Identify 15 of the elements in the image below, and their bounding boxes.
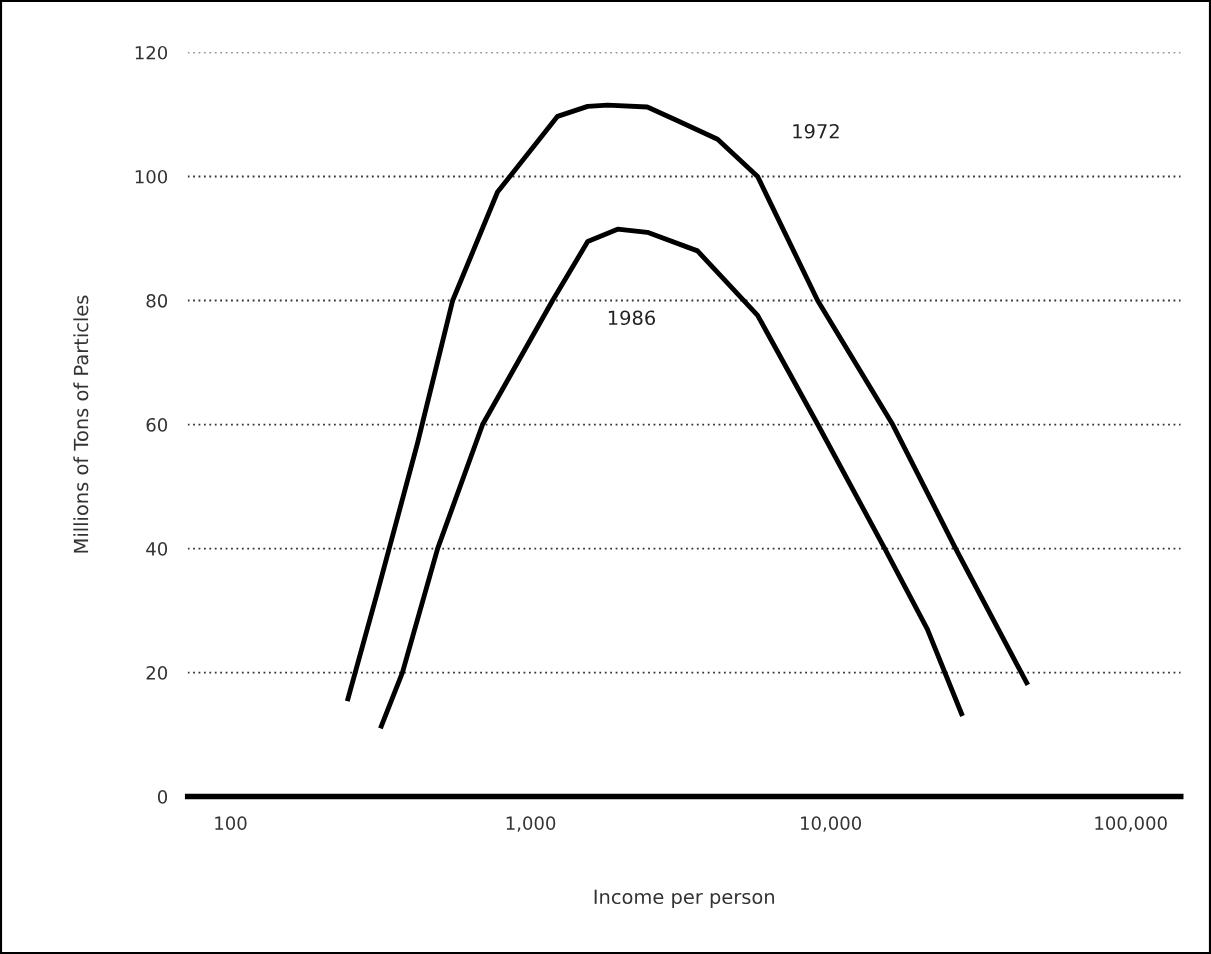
y-tick-label: 60 [146, 417, 168, 432]
x-tick-label: 10,000 [801, 816, 862, 832]
x-tick-label: 100,000 [1095, 816, 1167, 832]
y-tick-label: 0 [157, 790, 168, 804]
x-axis-title: Income per person [594, 889, 774, 908]
y-axis-title: Millions of Tons of Particles [73, 295, 89, 553]
y-tick-label: 40 [146, 542, 168, 556]
y-tick-label: 100 [135, 169, 168, 184]
x-tick-label: 100 [215, 816, 247, 831]
y-tick-label: 20 [146, 666, 168, 680]
x-tick-label: 1,000 [506, 816, 556, 832]
y-tick-label: 120 [135, 45, 168, 60]
text: 1972 [793, 123, 839, 139]
y-tick-label: 80 [146, 293, 168, 308]
text: 1986 [608, 310, 656, 326]
